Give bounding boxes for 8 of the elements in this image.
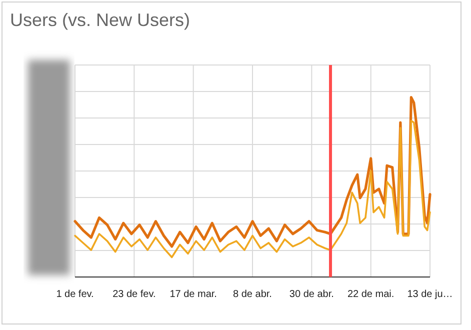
x-tick-label: 1 de fev. [56,289,94,300]
x-tick-label: 30 de abr. [289,289,334,300]
x-tick-label: 8 de abr. [233,289,272,300]
x-tick-label: 23 de fev. [112,289,156,300]
x-tick-label: 22 de mai. [347,289,394,300]
x-tick-label: 17 de mar. [170,289,217,300]
chart-title: Users (vs. New Users) [10,10,190,30]
x-tick-label: 13 de ju… [407,289,453,300]
